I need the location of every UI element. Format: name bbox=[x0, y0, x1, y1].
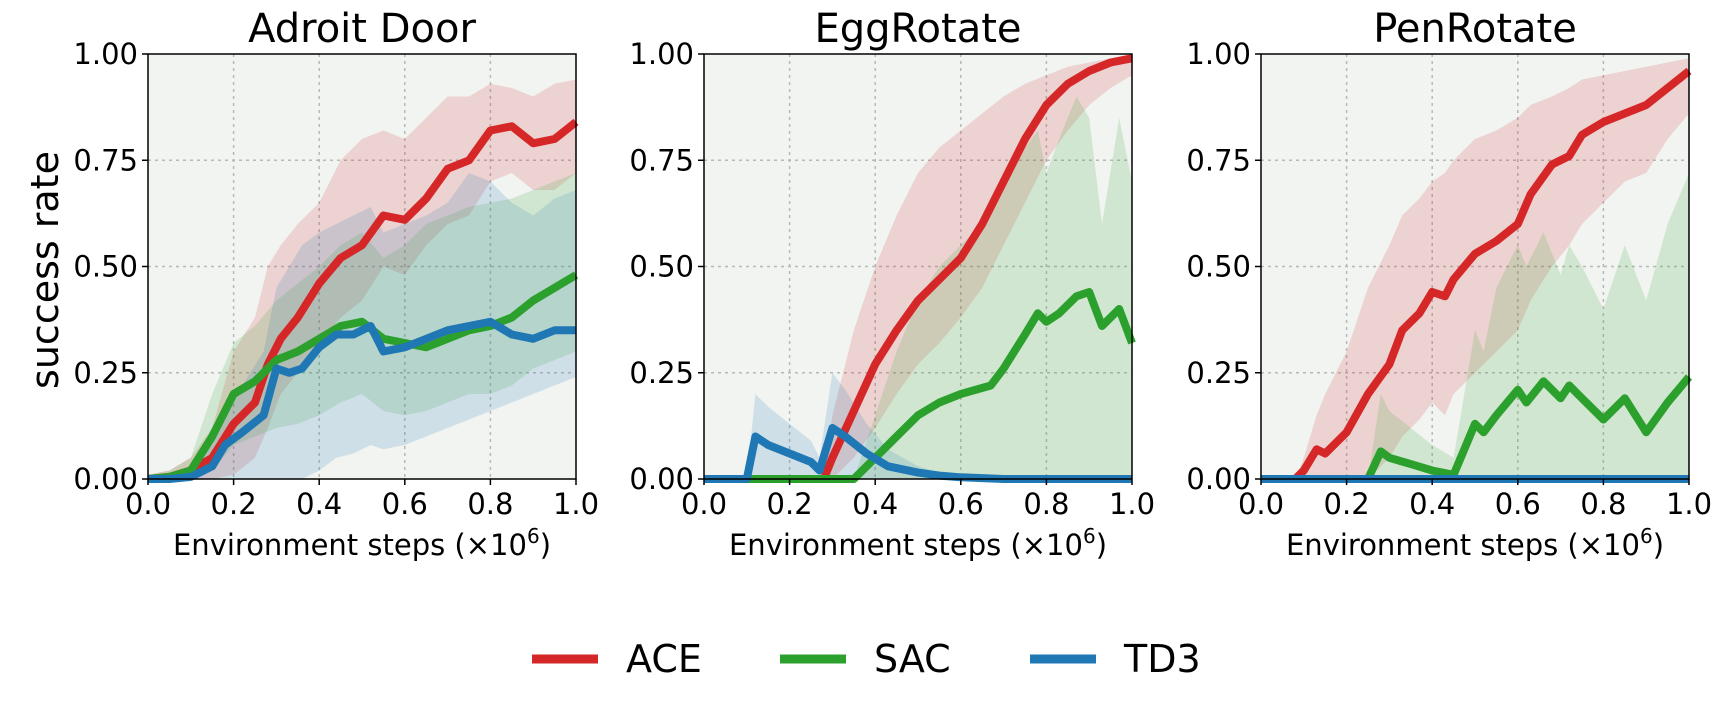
y-tick-label: 0.00 bbox=[629, 462, 694, 496]
band-td3 bbox=[704, 372, 1132, 479]
x-tick-label: 0.6 bbox=[938, 487, 984, 521]
x-tick-label: 0.6 bbox=[382, 487, 428, 521]
legend-label-sac: SAC bbox=[874, 637, 951, 681]
y-tick-label: 0.50 bbox=[73, 250, 138, 284]
x-tick-label: 0.0 bbox=[1238, 487, 1284, 521]
y-tick-label: 0.25 bbox=[629, 356, 694, 390]
x-axis-label: Environment steps (×106) bbox=[173, 524, 551, 562]
y-tick-label: 1.00 bbox=[1186, 37, 1251, 71]
line-sac bbox=[147, 271, 579, 483]
line-ace bbox=[704, 54, 1133, 483]
line-ace bbox=[1261, 67, 1692, 483]
x-tick-label: 0.8 bbox=[1580, 487, 1626, 521]
band-ace bbox=[1261, 58, 1689, 480]
panel-title: EggRotate bbox=[814, 6, 1021, 52]
panel-3: 0.0 0.2 0.4 0.6 0.8 1.0 0.00 0.25 0.50 0.75 1.00 Pe… bbox=[1186, 6, 1712, 562]
panels: 0.0 0.2 0.4 0.6 0.8 1.0 0.00 0.25 0.50 0.75 1.00 Ad… bbox=[73, 6, 1712, 562]
x-tick-label: 0.4 bbox=[1409, 487, 1455, 521]
panel-title: Adroit Door bbox=[248, 6, 476, 52]
line-sac bbox=[704, 288, 1136, 483]
line-sac bbox=[1261, 374, 1693, 483]
panel-1: 0.0 0.2 0.4 0.6 0.8 1.0 0.00 0.25 0.50 0.75 1.00 Ad… bbox=[73, 6, 599, 562]
x-tick-label: 0.6 bbox=[1495, 487, 1541, 521]
y-tick-label: 0.75 bbox=[73, 143, 138, 177]
x-tick-label: 0.8 bbox=[467, 487, 513, 521]
y-tick-label: 0.50 bbox=[629, 250, 694, 284]
y-tick-label: 0.25 bbox=[1186, 356, 1251, 390]
legend: ACE SAC TD3 bbox=[532, 637, 1201, 681]
x-tick-label: 0.2 bbox=[211, 487, 257, 521]
line-td3 bbox=[148, 317, 576, 483]
x-tick-label: 0.0 bbox=[681, 487, 727, 521]
x-tick-label: 1.0 bbox=[1666, 487, 1712, 521]
x-tick-label: 1.0 bbox=[553, 487, 599, 521]
line-ace bbox=[147, 118, 579, 483]
y-tick-label: 1.00 bbox=[629, 37, 694, 71]
y-tick-label: 0.00 bbox=[1186, 462, 1251, 496]
x-tick-label: 0.4 bbox=[852, 487, 898, 521]
legend-label-ace: ACE bbox=[626, 637, 702, 681]
x-axis-label: Environment steps (×106) bbox=[1286, 524, 1664, 562]
x-tick-label: 1.0 bbox=[1109, 487, 1155, 521]
x-tick-label: 0.2 bbox=[1324, 487, 1370, 521]
y-tick-label: 0.25 bbox=[73, 356, 138, 390]
band-ace bbox=[704, 54, 1132, 479]
y-tick-label: 1.00 bbox=[73, 37, 138, 71]
x-tick-label: 0.8 bbox=[1023, 487, 1069, 521]
x-tick-label: 0.0 bbox=[125, 487, 171, 521]
x-tick-label: 0.2 bbox=[767, 487, 813, 521]
y-tick-label: 0.75 bbox=[629, 143, 694, 177]
panel-2: 0.0 0.2 0.4 0.6 0.8 1.0 0.00 0.25 0.50 0.75 1.00 Eg… bbox=[629, 6, 1155, 562]
y-axis-label: success rate bbox=[23, 151, 67, 389]
band-sac bbox=[704, 96, 1132, 479]
legend-label-td3: TD3 bbox=[1123, 637, 1201, 681]
x-axis-label: Environment steps (×106) bbox=[729, 524, 1107, 562]
y-tick-label: 0.75 bbox=[1186, 143, 1251, 177]
x-tick-label: 0.4 bbox=[296, 487, 342, 521]
panel-title: PenRotate bbox=[1373, 6, 1577, 52]
y-tick-label: 0.50 bbox=[1186, 250, 1251, 284]
y-tick-label: 0.00 bbox=[73, 462, 138, 496]
